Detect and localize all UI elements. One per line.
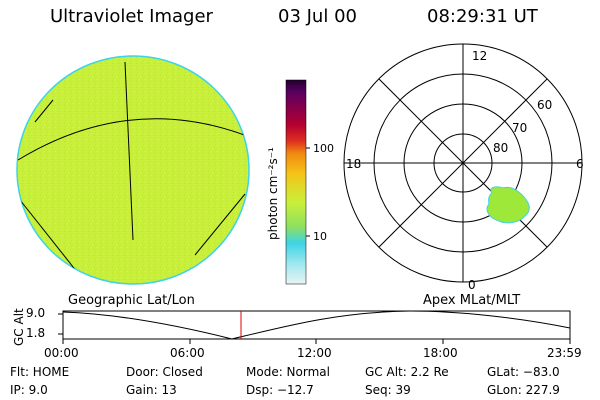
app-title: Ultraviolet Imager <box>50 6 213 27</box>
date-readout: 03 Jul 00 <box>278 6 357 27</box>
dsp-readout: Dsp: −12.7 <box>246 383 314 397</box>
colorbar-unit-label: photon cm⁻²s⁻¹ <box>266 147 280 240</box>
mlat-label-60: 60 <box>537 98 552 112</box>
time-readout: 08:29:31 UT <box>427 6 538 27</box>
longitude-line <box>124 61 134 241</box>
altitude-curve <box>62 310 571 340</box>
flight-mode-readout: Flt: HOME <box>10 365 70 379</box>
timeline-ytick: 1.8 <box>26 326 46 340</box>
colorbar-tick-label: 100 <box>313 142 334 155</box>
geographic-image <box>16 55 250 285</box>
colorbar-tick-label: 10 <box>313 230 327 243</box>
colorbar: 100 10 photon cm⁻²s⁻¹ <box>266 79 334 285</box>
mode-readout: Mode: Normal <box>246 365 330 379</box>
timeline-xtick: 12:00 <box>297 346 332 360</box>
mlt-label-6: 6 <box>576 157 584 171</box>
longitude-line <box>34 99 54 123</box>
timeline-xtick: 06:00 <box>170 346 205 360</box>
mlt-axis-diagonal <box>378 78 548 248</box>
latitude-line <box>17 118 248 161</box>
timeline-ytick: 9.0 <box>26 306 46 320</box>
mlat-label-70: 70 <box>512 121 527 135</box>
apex-polar-plot <box>343 43 583 283</box>
apex-panel-label: Apex MLat/MLT <box>423 293 521 308</box>
longitude-line <box>194 193 246 256</box>
timeline-xtick: 00:00 <box>44 346 79 360</box>
mlt-label-18: 18 <box>346 157 361 171</box>
ip-readout: IP: 9.0 <box>10 383 48 397</box>
altitude-timeline: GC Alt <box>12 308 571 346</box>
colorbar-gradient <box>285 79 307 285</box>
door-status-readout: Door: Closed <box>126 365 203 379</box>
sequence-readout: Seq: 39 <box>365 383 411 397</box>
timeline-xtick: 18:00 <box>423 346 458 360</box>
mlat-label-80: 80 <box>493 141 508 155</box>
mlt-label-0: 0 <box>468 278 476 292</box>
timeline-frame <box>62 310 571 340</box>
geographic-panel-label: Geographic Lat/Lon <box>68 293 195 308</box>
geo-longitude-readout: GLon: 227.9 <box>487 383 560 397</box>
timeline-axis-label: GC Alt <box>12 308 26 346</box>
timeline-xtick: 23:59 <box>547 346 582 360</box>
geo-latitude-readout: GLat: −83.0 <box>487 365 560 379</box>
auroral-emission-patch <box>486 186 530 224</box>
gc-altitude-readout: GC Alt: 2.2 Re <box>365 365 449 379</box>
earth-disk <box>16 55 250 285</box>
mlt-label-12: 12 <box>472 49 487 63</box>
gain-readout: Gain: 13 <box>126 383 177 397</box>
